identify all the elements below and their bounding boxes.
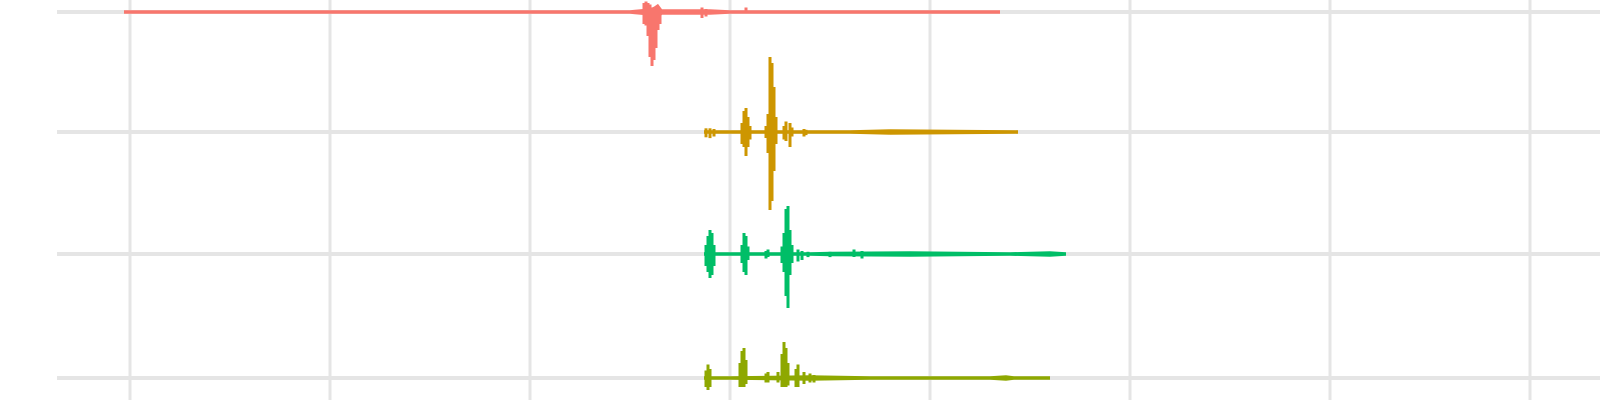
series-4-spike	[708, 369, 712, 387]
series-4-spike	[802, 372, 806, 384]
series-2-spike	[764, 126, 768, 138]
series-2-spike	[744, 108, 748, 156]
series-layer	[124, 1, 1066, 390]
series-1-spike	[654, 10, 658, 48]
series-1-spike	[648, 4, 652, 57]
series-2-spike	[712, 129, 716, 137]
series-2-spike	[788, 123, 792, 147]
series-3-spike	[766, 249, 770, 257]
series-4-spike	[740, 351, 744, 387]
series-4-spike	[704, 370, 708, 387]
series-3	[704, 206, 1066, 308]
series-4-spike	[738, 363, 742, 387]
series-1-spike	[642, 3, 646, 24]
series-3-spike	[800, 251, 804, 260]
series-4-spike	[794, 369, 798, 387]
series-2-spike	[740, 123, 744, 144]
series-2-spike	[770, 63, 774, 201]
series-2-spike	[766, 114, 770, 153]
series-1-spike	[658, 10, 662, 24]
series-4-spike	[742, 348, 746, 387]
series-3-spike	[806, 251, 810, 258]
series-2-spike	[772, 87, 776, 171]
series-4-spike	[786, 363, 790, 386]
series-4-spike	[706, 364, 710, 390]
series-2-spike	[742, 111, 746, 147]
series-3-spike	[742, 233, 746, 272]
series-4-spike	[782, 342, 786, 387]
series-2	[704, 57, 1018, 210]
series-2-spike	[802, 129, 806, 137]
series-3-spike	[790, 245, 794, 263]
series-4-spike	[766, 372, 770, 383]
series-2-spike	[748, 126, 752, 140]
series-2-spike	[708, 128, 712, 139]
series-3-spike	[860, 251, 864, 259]
series-4	[704, 342, 1050, 390]
series-4-spike	[776, 372, 780, 383]
series-2-spike	[746, 117, 750, 147]
series-3-spike	[782, 233, 786, 272]
series-3-spike	[712, 245, 716, 266]
series-1-spike	[744, 7, 748, 14]
series-1-spike	[700, 7, 704, 18]
series-3-spike	[828, 251, 832, 258]
series-3-spike	[796, 249, 800, 262]
series-1-spike	[656, 10, 660, 30]
series-3-spike	[784, 209, 788, 296]
series-3-spike	[744, 236, 748, 275]
series-1-spike	[704, 9, 708, 17]
series-4-spike	[812, 375, 816, 383]
series-3-spike	[706, 236, 710, 272]
series-3-spike	[764, 251, 768, 259]
series-4-spike	[764, 373, 768, 383]
series-1-spike	[652, 9, 656, 60]
series-3-spike	[704, 245, 708, 266]
series-2-spike	[768, 57, 772, 210]
series-3-spike	[780, 246, 784, 263]
series-3-spike	[740, 245, 744, 263]
series-3-spike	[708, 230, 712, 278]
series-3-spike	[786, 206, 790, 308]
series-4-spike	[808, 373, 812, 383]
series-2-spike	[774, 117, 778, 144]
series-1-spike	[644, 1, 648, 26]
series-3-spike	[852, 249, 856, 257]
series-4-spike	[784, 348, 788, 387]
series-4-spike	[796, 364, 800, 387]
series-3-spike	[710, 233, 714, 275]
series-1-spike	[650, 7, 654, 66]
series-4-spike	[744, 360, 748, 384]
series-4-spike	[780, 354, 784, 387]
series-2-spike	[782, 126, 786, 140]
series-2-spike	[704, 128, 708, 138]
series-2-spike	[804, 129, 808, 136]
series-1-spike	[646, 3, 650, 36]
series-3-spike	[788, 230, 792, 275]
series-2-spike	[784, 121, 788, 141]
series-2-spike	[790, 127, 794, 137]
series-1	[124, 1, 1000, 66]
series-3-spike	[746, 246, 750, 260]
